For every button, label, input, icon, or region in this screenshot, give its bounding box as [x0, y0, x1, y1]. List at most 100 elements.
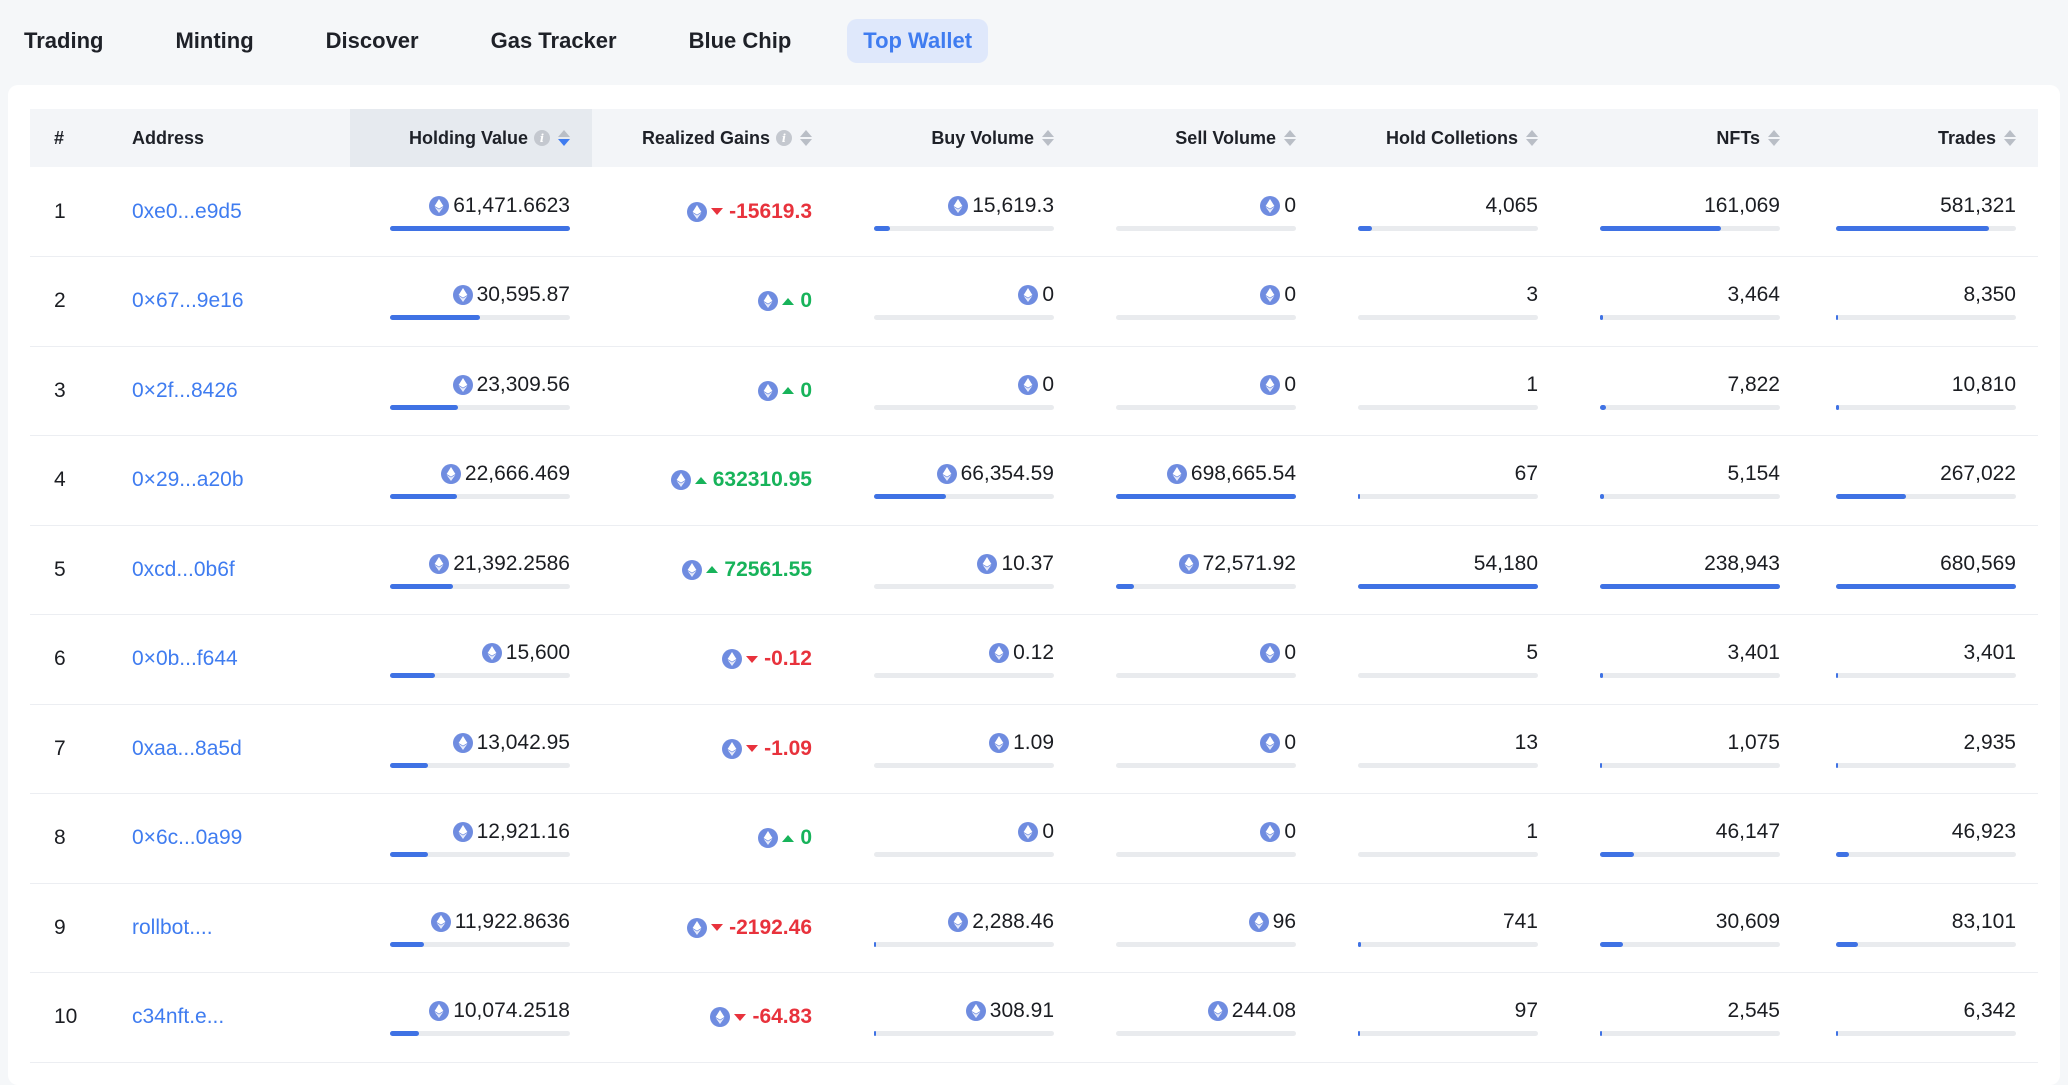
wallet-address-link[interactable]: 0×29...a20b	[108, 435, 350, 526]
nfts-bar	[1600, 852, 1780, 858]
nfts-value: 2,545	[1727, 999, 1780, 1023]
wallet-address-link[interactable]: 0xe0...e9d5	[108, 167, 350, 257]
table-row[interactable]: 4 0×29...a20b 22,666.469 632310.95 66,354.59…	[30, 435, 2038, 526]
hold-collections-cell: 97	[1358, 998, 1538, 1037]
trades-cell: 267,022	[1836, 461, 2016, 500]
eth-icon	[687, 201, 708, 222]
buy-volume-bar	[874, 404, 1054, 410]
hold-collections-bar	[1358, 762, 1538, 768]
tab-trading[interactable]: Trading	[24, 28, 104, 53]
tab-top-wallet[interactable]: Top Wallet	[847, 19, 989, 63]
buy-volume-cell: 308.91	[874, 998, 1054, 1037]
nfts-value: 30,609	[1715, 909, 1780, 933]
col-sell-volume[interactable]: Sell Volume	[1076, 109, 1318, 167]
nfts-value: 161,069	[1704, 193, 1780, 217]
wallet-address-link[interactable]: 0×2f...8426	[108, 346, 350, 436]
holding-value-col: 23,309.56	[350, 346, 592, 436]
buy-volume-cell: 1.09	[874, 730, 1054, 768]
hold-collections-value: 4,065	[1485, 193, 1538, 217]
sort-icon[interactable]	[1768, 130, 1780, 146]
hold-collections-cell: 3	[1358, 282, 1538, 321]
buy-volume-cell: 0	[874, 819, 1054, 858]
sort-icon[interactable]	[1042, 130, 1054, 146]
col-rank: #	[30, 109, 108, 167]
holding-value-col: 22,666.469	[350, 435, 592, 526]
trades-col: 680,569	[1802, 525, 2038, 615]
buy-volume-bar	[874, 583, 1054, 589]
wallet-address-link[interactable]: 0xcd...0b6f	[108, 525, 350, 615]
holding-value-bar-fill	[390, 583, 453, 589]
eth-icon	[1260, 285, 1281, 306]
trades-bar	[1836, 673, 2016, 679]
trades-cell: 46,923	[1836, 819, 2016, 858]
hold-collections-cell: 5	[1358, 640, 1538, 679]
trades-bar	[1836, 225, 2016, 231]
sell-volume-col: 72,571.92	[1076, 525, 1318, 615]
sort-icon[interactable]	[800, 130, 812, 146]
caret-down-icon	[746, 745, 759, 753]
col-realized-gains[interactable]: Realized Gains i	[592, 109, 834, 167]
sell-volume-value: 0	[1284, 730, 1296, 754]
col-hold-collections[interactable]: Hold Colletions	[1318, 109, 1560, 167]
nfts-bar-fill	[1600, 225, 1721, 231]
trades-value: 10,810	[1951, 372, 2016, 396]
wallet-address-link[interactable]: 0×0b...f644	[108, 614, 350, 705]
table-row[interactable]: 9 rollbot.... 11,922.8636 -2192.46 2,288.46 9…	[30, 883, 2038, 973]
hold-collections-bar	[1358, 494, 1538, 500]
sell-volume-cell: 698,665.54	[1116, 461, 1296, 500]
trades-col: 581,321	[1802, 167, 2038, 257]
sort-icon[interactable]	[1526, 130, 1538, 146]
col-trades[interactable]: Trades	[1802, 109, 2038, 167]
realized-gains-col: -0.12	[592, 614, 834, 705]
trades-bar	[1836, 404, 2016, 410]
nav-tabs: Trading Minting Discover Gas Tracker Blue Ch…	[0, 0, 2068, 82]
table-row[interactable]: 8 0×6c...0a99 12,921.16 0 0 0 1 46,147 46,923	[30, 793, 2038, 884]
eth-icon	[452, 732, 473, 753]
holding-value-bar	[390, 1031, 570, 1037]
sell-volume-cell: 72,571.92	[1116, 551, 1296, 589]
rank-cell: 4	[30, 435, 108, 526]
trades-col: 267,022	[1802, 435, 2038, 526]
buy-volume-cell: 66,354.59	[874, 461, 1054, 500]
table-row[interactable]: 1 0xe0...e9d5 61,471.6623 -15619.3 15,619.3 0…	[30, 167, 2038, 257]
sell-volume-cell: 96	[1116, 909, 1296, 947]
trades-bar	[1836, 494, 2016, 500]
table-row[interactable]: 3 0×2f...8426 23,309.56 0 0 0 1 7,822 10,810	[30, 346, 2038, 436]
tab-blue-chip[interactable]: Blue Chip	[688, 28, 792, 53]
realized-gains-col: -1.09	[592, 704, 834, 794]
table-row[interactable]: 7 0xaa...8a5d 13,042.95 -1.09 1.09 0 13 1,075 2,…	[30, 704, 2038, 794]
buy-volume-bar	[874, 225, 1054, 231]
trades-col: 8,350	[1802, 256, 2038, 347]
info-icon[interactable]: i	[776, 130, 792, 146]
tab-minting[interactable]: Minting	[175, 28, 254, 53]
trades-bar-fill	[1836, 673, 1838, 679]
table-row[interactable]: 10 c34nft.e... 10,074.2518 -64.83 308.91 244.…	[30, 972, 2038, 1063]
tab-gas-tracker[interactable]: Gas Tracker	[490, 28, 617, 53]
tab-discover[interactable]: Discover	[325, 28, 419, 53]
wallet-address-link[interactable]: rollbot....	[108, 883, 350, 973]
sort-icon[interactable]	[1284, 130, 1296, 146]
trades-value: 680,569	[1940, 551, 2016, 575]
holding-value-bar	[390, 315, 570, 321]
realized-gains-col: 72561.55	[592, 525, 834, 615]
nfts-cell: 1,075	[1600, 730, 1780, 768]
hold-collections-bar-fill	[1358, 225, 1373, 231]
holding-value-bar-fill	[390, 404, 459, 410]
holding-value-bar	[390, 494, 570, 500]
wallet-address-link[interactable]: 0×6c...0a99	[108, 793, 350, 884]
col-holding-value[interactable]: Holding Value i	[350, 109, 592, 167]
col-buy-volume[interactable]: Buy Volume	[834, 109, 1076, 167]
table-row[interactable]: 6 0×0b...f644 15,600 -0.12 0.12 0 5 3,401 3,401	[30, 614, 2038, 705]
info-icon[interactable]: i	[534, 130, 550, 146]
holding-value-col: 10,074.2518	[350, 972, 592, 1063]
wallet-address-link[interactable]: 0xaa...8a5d	[108, 704, 350, 794]
table-row[interactable]: 5 0xcd...0b6f 21,392.2586 72561.55 10.37 72,5…	[30, 525, 2038, 615]
table-row[interactable]: 2 0×67...9e16 30,595.87 0 0 0 3 3,464 8,350	[30, 256, 2038, 347]
wallet-address-link[interactable]: c34nft.e...	[108, 972, 350, 1063]
col-nfts[interactable]: NFTs	[1560, 109, 1802, 167]
wallet-address-link[interactable]: 0×67...9e16	[108, 256, 350, 347]
sell-volume-cell: 0	[1116, 819, 1296, 858]
sort-icon[interactable]	[2004, 130, 2016, 146]
sell-volume-value: 0	[1284, 641, 1296, 665]
sort-icon[interactable]	[558, 130, 570, 146]
